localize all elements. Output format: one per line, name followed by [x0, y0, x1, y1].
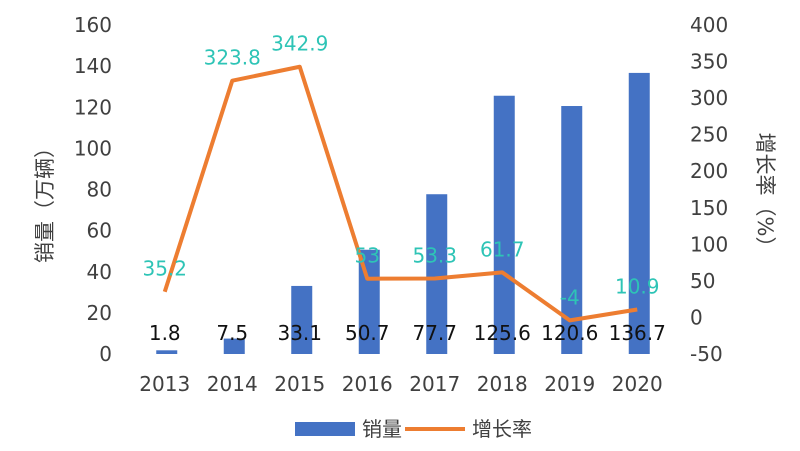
y-tick-label: 160: [74, 13, 112, 37]
bar: [493, 95, 515, 355]
line-value-label: 53: [355, 244, 380, 268]
bar-value-label: 120.6: [541, 321, 598, 345]
y2-tick-label: 150: [690, 196, 728, 220]
bar-value-label: 77.7: [412, 321, 457, 345]
y2-tick-label: 0: [690, 305, 703, 329]
bar-series: [156, 72, 650, 355]
bar-value-label: 125.6: [474, 321, 531, 345]
x-tick-label: 2019: [544, 372, 595, 396]
y2-tick-label: 300: [690, 86, 728, 110]
bar: [426, 194, 448, 354]
bar-value-label: 1.8: [149, 321, 181, 345]
bar: [358, 249, 380, 354]
y2-tick-label: 350: [690, 50, 728, 74]
bar: [628, 72, 650, 355]
line-value-label: 35.2: [142, 257, 187, 281]
bar: [156, 350, 178, 354]
x-tick-label: 2014: [207, 372, 258, 396]
right-axis-ticks: -50 0 50 100 150 200 250 300 350 400: [690, 13, 728, 366]
y2-tick-label: 250: [690, 123, 728, 147]
line-value-label: 61.7: [480, 237, 525, 261]
bar-value-label: 136.7: [609, 321, 666, 345]
line-value-label: -4: [560, 285, 580, 309]
legend: 销量 增长率: [295, 417, 532, 441]
y-tick-label: 20: [87, 301, 112, 325]
bar: [223, 338, 245, 354]
line-series: [162, 64, 638, 323]
x-tick-label: 2016: [342, 372, 393, 396]
y-tick-label: 140: [74, 54, 112, 78]
x-tick-label: 2020: [612, 372, 663, 396]
bar: [561, 106, 583, 354]
x-axis-ticks: 2013 2014 2015 2016 2017 2018 2019 2020: [139, 372, 662, 396]
y2-tick-label: 100: [690, 232, 728, 256]
bar-value-label: 50.7: [345, 321, 390, 345]
line-value-label: 323.8: [204, 46, 261, 70]
y-tick-label: 100: [74, 136, 112, 160]
line-data-labels: 35.2 323.8 342.9 53 53.3 61.7 -4 10.9: [142, 32, 659, 310]
legend-bar-label: 销量: [362, 417, 402, 441]
x-tick-label: 2013: [139, 372, 190, 396]
y-axis-title: 销量（万辆）: [33, 137, 57, 263]
y-tick-label: 0: [99, 342, 112, 366]
y2-tick-label: 50: [690, 269, 715, 293]
line-value-label: 10.9: [615, 274, 660, 298]
line-value-label: 53.3: [412, 243, 457, 267]
y2-axis-title: 增长率（%）: [753, 133, 777, 258]
bar-value-label: 33.1: [277, 321, 322, 345]
bar-data-labels: 1.8 7.5 33.1 50.7 77.7 125.6 120.6 136.7: [149, 321, 666, 345]
y2-tick-label: 200: [690, 159, 728, 183]
y2-tick-label: 400: [690, 13, 728, 37]
left-axis-ticks: 0 20 40 60 80 100 120 140 160: [74, 13, 112, 366]
growth-rate-line: [162, 64, 638, 323]
line-value-label: 342.9: [271, 32, 328, 56]
bar: [291, 285, 313, 354]
y-tick-label: 80: [87, 178, 112, 202]
bar-value-label: 7.5: [216, 321, 248, 345]
y2-tick-label: -50: [690, 342, 723, 366]
legend-line-label: 增长率: [472, 417, 532, 441]
y-tick-label: 40: [87, 260, 112, 284]
x-tick-label: 2017: [409, 372, 460, 396]
legend-bar-swatch: [295, 422, 355, 436]
x-tick-label: 2018: [477, 372, 528, 396]
y-tick-label: 60: [87, 219, 112, 243]
y-tick-label: 120: [74, 95, 112, 119]
x-tick-label: 2015: [274, 372, 325, 396]
